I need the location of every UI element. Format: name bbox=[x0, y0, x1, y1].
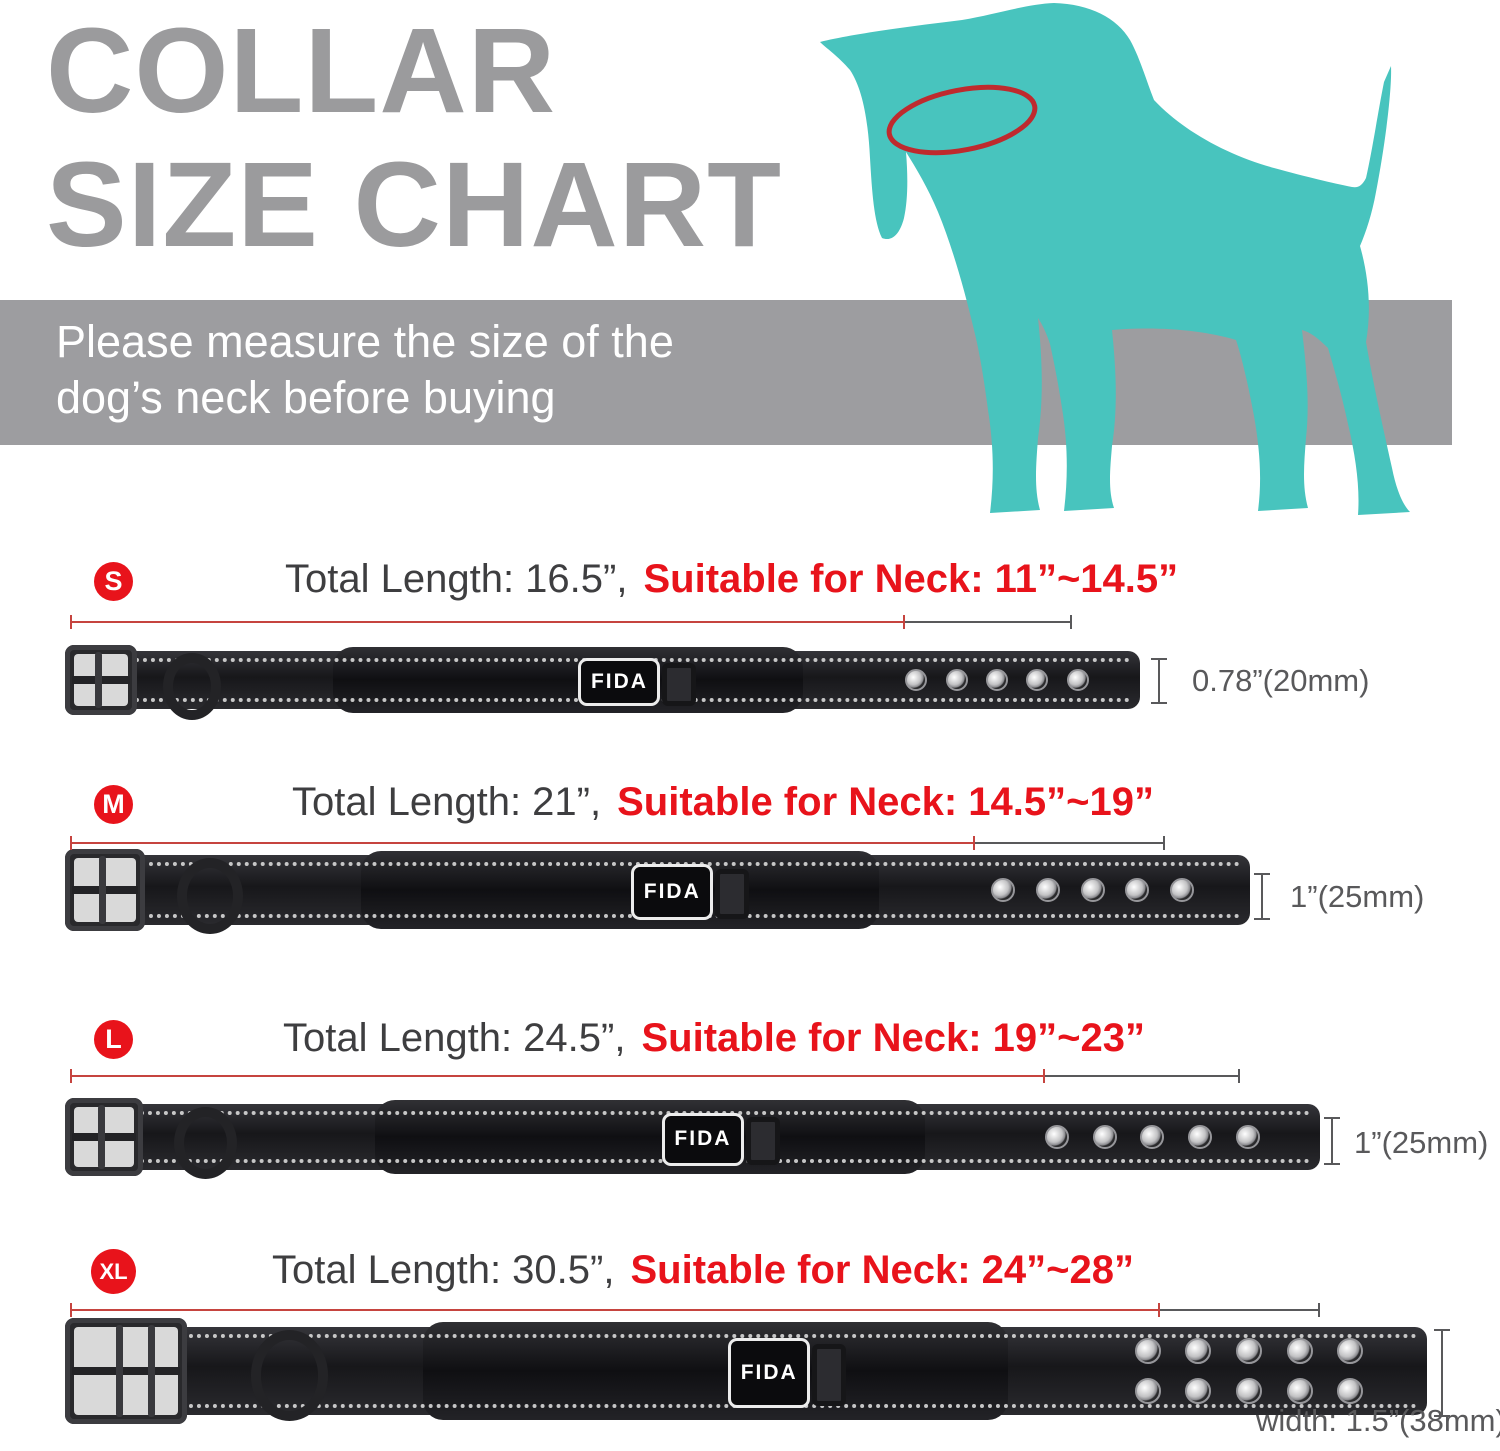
eyelet-holes-bottom-row bbox=[1134, 1373, 1364, 1410]
size-badge-xl: XL bbox=[91, 1249, 136, 1294]
brand-label: FIDA bbox=[631, 864, 714, 921]
length-measure-line-xl bbox=[70, 1303, 1320, 1317]
collar-photo-s: FIDA bbox=[65, 645, 1140, 720]
dog-body-shape bbox=[820, 3, 1410, 515]
width-label-xl: width: 1.5”(38mm) bbox=[1256, 1403, 1500, 1438]
dog-silhouette-graphic bbox=[820, 3, 1410, 515]
eyelet-holes-top-row bbox=[1134, 1332, 1364, 1369]
d-ring bbox=[163, 653, 222, 720]
eyelet-holes bbox=[991, 855, 1194, 925]
width-measure-l bbox=[1324, 1117, 1340, 1165]
brand-label: FIDA bbox=[578, 658, 661, 707]
collar-strap: FIDA bbox=[123, 1100, 1320, 1180]
length-measure-line-l bbox=[70, 1069, 1240, 1083]
buckle bbox=[65, 1097, 143, 1177]
buckle bbox=[65, 645, 137, 715]
page-title-line2: SIZE CHART bbox=[46, 136, 782, 272]
d-ring bbox=[173, 1106, 237, 1180]
collar-photo-m: FIDA bbox=[65, 848, 1250, 934]
total-length-text-xl: Total Length: 30.5”, bbox=[272, 1248, 615, 1292]
keeper-loop bbox=[812, 1344, 847, 1406]
total-length-text-l: Total Length: 24.5”, bbox=[283, 1016, 626, 1060]
buckle bbox=[65, 1318, 187, 1424]
width-measure-xl bbox=[1434, 1329, 1450, 1417]
eyelet-holes bbox=[905, 651, 1089, 709]
width-measure-s bbox=[1151, 658, 1167, 704]
measure-gray-segment bbox=[905, 615, 1072, 629]
measure-red-segment bbox=[70, 1069, 1045, 1083]
width-label-m: 1”(25mm) bbox=[1290, 879, 1425, 914]
size-badge-m: M bbox=[94, 785, 133, 824]
measure-red-segment bbox=[70, 836, 975, 850]
eyelet-holes bbox=[1044, 1104, 1261, 1170]
brand-label: FIDA bbox=[661, 1112, 744, 1167]
buckle-bar bbox=[72, 1367, 180, 1375]
width-label-s: 0.78”(20mm) bbox=[1192, 663, 1370, 698]
collar-photo-l: FIDA bbox=[65, 1097, 1320, 1180]
banner-text-line2: dog’s neck before buying bbox=[56, 372, 556, 423]
collar-strap: FIDA bbox=[125, 851, 1250, 934]
banner-text-line1: Please measure the size of the bbox=[56, 316, 674, 367]
keeper-loop bbox=[745, 1117, 780, 1166]
buckle-prong bbox=[116, 1325, 124, 1417]
total-length-text-m: Total Length: 21”, bbox=[292, 780, 602, 824]
width-label-l: 1”(25mm) bbox=[1354, 1125, 1489, 1160]
neck-range-text-s: Suitable for Neck: 11”~14.5” bbox=[643, 557, 1179, 601]
measure-gray-segment bbox=[975, 836, 1165, 850]
size-row-l-text: Total Length: 24.5”, Suitable for Neck: 1… bbox=[283, 1016, 1145, 1061]
keeper-loop bbox=[662, 662, 697, 707]
measure-gray-segment bbox=[1045, 1069, 1240, 1083]
size-badge-s: S bbox=[94, 562, 133, 601]
collar-strap: FIDA bbox=[156, 1321, 1427, 1422]
width-measure-m bbox=[1254, 873, 1270, 920]
size-row-s-text: Total Length: 16.5”, Suitable for Neck: 1… bbox=[285, 557, 1178, 602]
page-title-line1: COLLAR bbox=[46, 2, 557, 138]
size-row-m-text: Total Length: 21”, Suitable for Neck: 14.… bbox=[292, 780, 1154, 825]
collar-photo-xl: FIDA bbox=[65, 1318, 1427, 1424]
buckle-prong bbox=[95, 652, 103, 708]
neck-range-text-xl: Suitable for Neck: 24”~28” bbox=[630, 1248, 1135, 1292]
brand-label: FIDA bbox=[728, 1338, 811, 1408]
d-ring bbox=[250, 1330, 329, 1422]
padded-section bbox=[423, 1321, 1008, 1421]
total-length-text-s: Total Length: 16.5”, bbox=[285, 557, 628, 601]
length-measure-line-s bbox=[70, 615, 1072, 629]
length-measure-line-m bbox=[70, 836, 1165, 850]
keeper-loop bbox=[715, 869, 750, 920]
measure-red-segment bbox=[70, 615, 905, 629]
measure-gray-segment bbox=[1160, 1303, 1320, 1317]
reflective-stitch-top bbox=[164, 1333, 1417, 1338]
neck-range-text-m: Suitable for Neck: 14.5”~19” bbox=[617, 780, 1155, 824]
neck-measure-ring bbox=[886, 84, 1038, 156]
collar-strap: FIDA bbox=[119, 647, 1140, 720]
size-row-xl-text: Total Length: 30.5”, Suitable for Neck: 2… bbox=[272, 1248, 1134, 1293]
neck-range-text-l: Suitable for Neck: 19”~23” bbox=[641, 1016, 1146, 1060]
buckle bbox=[65, 848, 145, 932]
d-ring bbox=[177, 858, 243, 934]
buckle-prong-second bbox=[147, 1325, 155, 1417]
buckle-prong bbox=[97, 1104, 105, 1170]
size-badge-l: L bbox=[94, 1020, 133, 1059]
reflective-stitch-top bbox=[133, 862, 1240, 867]
measure-red-segment bbox=[70, 1303, 1160, 1317]
buckle-prong bbox=[98, 855, 106, 925]
